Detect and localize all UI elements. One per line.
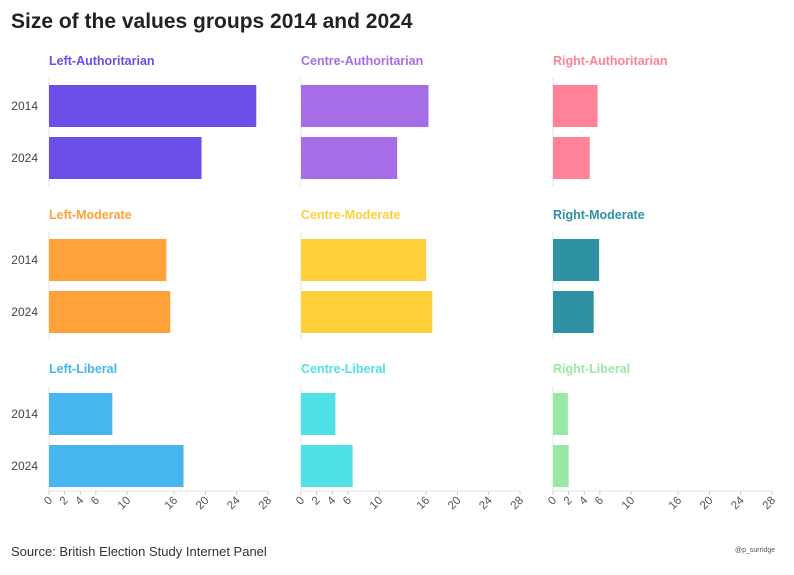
bar-centre-liberal-2024 bbox=[301, 445, 353, 487]
x-tick-label: 4 bbox=[325, 494, 338, 507]
x-tick-label: 2 bbox=[562, 495, 575, 508]
x-tick-label: 6 bbox=[341, 495, 354, 508]
panel-title-centre-liberal: Centre-Liberal bbox=[301, 362, 386, 376]
bar-right-moderate-2014 bbox=[553, 239, 600, 281]
x-tick-label: 10 bbox=[620, 495, 638, 513]
bar-centre-liberal-2014 bbox=[301, 393, 336, 435]
x-tick-label: 16 bbox=[163, 495, 181, 513]
bar-left-liberal-2014 bbox=[49, 393, 113, 435]
x-tick-label: 24 bbox=[729, 494, 747, 512]
panel-title-left-moderate: Left-Moderate bbox=[49, 208, 132, 222]
bar-right-authoritarian-2024 bbox=[553, 137, 590, 179]
bar-centre-authoritarian-2014 bbox=[301, 85, 429, 127]
x-tick-label: 2 bbox=[58, 495, 71, 508]
bar-centre-authoritarian-2024 bbox=[301, 137, 398, 179]
x-tick-label: 28 bbox=[509, 495, 527, 513]
bar-right-liberal-2024 bbox=[553, 445, 569, 487]
x-tick-label: 28 bbox=[761, 495, 779, 513]
x-tick-label: 2 bbox=[310, 495, 323, 508]
x-tick-label: 0 bbox=[294, 495, 307, 508]
x-tick-label: 20 bbox=[446, 495, 464, 513]
category-label-2024: 2024 bbox=[11, 305, 38, 319]
x-tick-label: 4 bbox=[73, 494, 86, 507]
category-label-2024: 2024 bbox=[11, 459, 38, 473]
panel-title-left-authoritarian: Left-Authoritarian bbox=[49, 54, 155, 68]
bar-centre-moderate-2014 bbox=[301, 239, 427, 281]
bar-left-liberal-2024 bbox=[49, 445, 184, 487]
bar-left-authoritarian-2024 bbox=[49, 137, 202, 179]
panel-title-right-liberal: Right-Liberal bbox=[553, 362, 630, 376]
x-tick-label: 4 bbox=[577, 494, 590, 507]
panel-title-left-liberal: Left-Liberal bbox=[49, 362, 117, 376]
panel-title-right-authoritarian: Right-Authoritarian bbox=[553, 54, 668, 68]
x-tick-label: 16 bbox=[415, 495, 433, 513]
x-tick-label: 10 bbox=[116, 495, 134, 513]
author-credit: @p_surridge bbox=[735, 547, 776, 554]
x-tick-label: 6 bbox=[89, 495, 102, 508]
x-tick-label: 24 bbox=[477, 494, 495, 512]
panel-title-centre-moderate: Centre-Moderate bbox=[301, 208, 400, 222]
category-label-2024: 2024 bbox=[11, 151, 38, 165]
source-note: Source: British Election Study Internet … bbox=[11, 544, 267, 559]
category-label-2014: 2014 bbox=[11, 407, 38, 421]
bar-left-authoritarian-2014 bbox=[49, 85, 257, 127]
x-tick-label: 0 bbox=[546, 495, 559, 508]
x-tick-label: 20 bbox=[698, 495, 716, 513]
x-tick-label: 6 bbox=[593, 495, 606, 508]
panel-title-centre-authoritarian: Centre-Authoritarian bbox=[301, 54, 423, 68]
x-tick-label: 20 bbox=[194, 495, 212, 513]
x-tick-label: 10 bbox=[368, 495, 386, 513]
category-label-2014: 2014 bbox=[11, 253, 38, 267]
bar-left-moderate-2024 bbox=[49, 291, 171, 333]
chart-title: Size of the values groups 2014 and 2024 bbox=[11, 10, 413, 33]
x-tick-label: 28 bbox=[257, 495, 275, 513]
bar-right-moderate-2024 bbox=[553, 291, 594, 333]
bar-left-moderate-2014 bbox=[49, 239, 167, 281]
bar-right-authoritarian-2014 bbox=[553, 85, 598, 127]
x-tick-label: 16 bbox=[667, 495, 685, 513]
x-tick-label: 24 bbox=[225, 494, 243, 512]
bar-right-liberal-2014 bbox=[553, 393, 568, 435]
category-label-2014: 2014 bbox=[11, 99, 38, 113]
bar-centre-moderate-2024 bbox=[301, 291, 433, 333]
x-tick-label: 0 bbox=[42, 495, 55, 508]
panel-title-right-moderate: Right-Moderate bbox=[553, 208, 645, 222]
